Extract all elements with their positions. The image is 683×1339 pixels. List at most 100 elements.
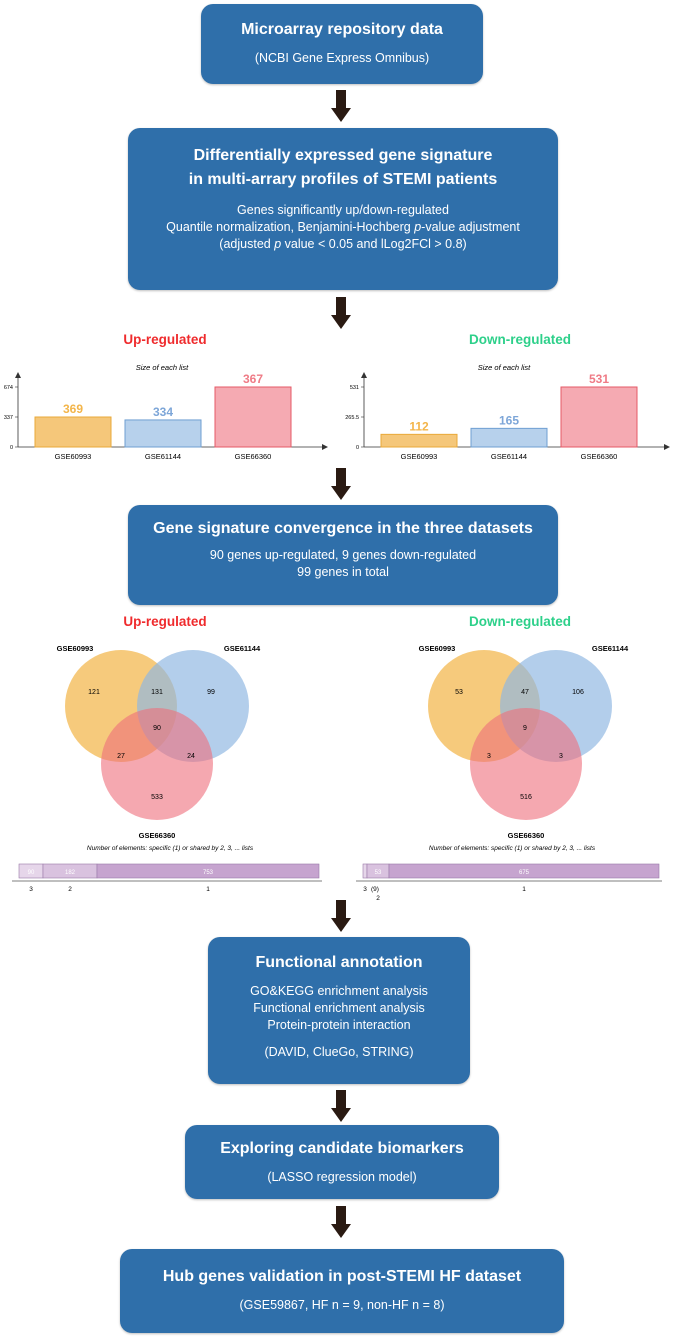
x-tick-label: GSE61144 [491,452,527,461]
down-regulated-header: Down-regulated [468,332,571,347]
y-tick-label: 337 [4,415,13,421]
y-tick-label: 674 [4,385,13,391]
box-line3-pre: (adjusted [219,237,275,251]
box-line1: GO&KEGG enrichment analysis [250,984,428,998]
venn-region-bc: 3 [559,753,563,760]
down-regulated-bar-chart: Size of each list 531 265.5 0 112 GSE60993 165… [345,363,670,461]
box-line2-post: -value adjustment [421,220,520,234]
x-axis-arrow-icon [664,444,670,450]
bar [34,416,112,448]
venn-set-a-label: GSE60993 [419,644,456,653]
venn-down-header: Down-regulated [468,614,571,629]
box-line4: (DAVID, ClueGo, STRING) [264,1045,414,1059]
deg-signature-box: Differentially expressed gene signature … [128,128,558,290]
elements-seg-1 [96,863,320,879]
functional-annotation-box: Functional annotation GO&KEGG enrichment… [208,937,470,1084]
hub-genes-validation-box: Hub genes validation in post-STEMI HF da… [120,1249,564,1333]
venn-region-b: 99 [207,689,215,696]
venn-region-abc: 90 [153,725,161,732]
box-title-line1: Differentially expressed gene signature [193,147,493,164]
box-line3: Protein-protein interaction [267,1018,411,1032]
venn-region-ab: 47 [521,689,529,696]
y-tick-label: 0 [10,445,13,451]
box-line2-pre: Quantile normalization, Benjamini-Hochbe… [166,220,415,234]
up-regulated-header: Up-regulated [123,332,207,347]
venn-region-a: 53 [455,689,463,696]
elements-bar-up: Number of elements: specific (1) or shar… [12,845,322,893]
box-line3-p: p [274,237,282,251]
elements-seg-1 [388,863,660,879]
bar [560,386,638,448]
venn-up-header: Up-regulated [123,614,207,629]
bar-value-label: 165 [499,413,519,427]
x-tick-label: GSE60993 [401,452,438,461]
box-title: Exploring candidate biomarkers [220,1140,464,1157]
elements-tick-1: 1 [522,886,526,893]
bar [380,433,458,448]
y-tick-label: 265.5 [345,415,359,421]
elements-tick-3: 3 [363,886,367,893]
venn-region-ac: 27 [117,753,125,760]
elements-tick-3: 3 [29,886,33,893]
box-title: Gene signature convergence in the three … [153,520,533,537]
venn-region-ac: 3 [487,753,491,760]
elements-tick-2: 2 [68,886,72,893]
box-line2-p: p [414,220,422,234]
venn-circles [428,650,612,820]
box-line2: Functional enrichment analysis [253,1001,425,1015]
y-axis-arrow-icon [361,372,367,378]
y-tick-label: 0 [356,445,359,451]
bar-value-label: 531 [589,372,609,386]
bar [214,386,292,448]
x-tick-label: GSE66360 [235,452,272,461]
venn-set-c-label: GSE66360 [139,831,176,840]
elements-bar-down: Number of elements: specific (1) or shar… [356,845,662,902]
bar-value-label: 334 [153,405,173,419]
venn-set-b-label: GSE61144 [224,644,261,653]
venn-set-b-label: GSE61144 [592,644,629,653]
elements-seg-2-label: 53 [375,870,382,876]
elements-tick-2: 2 [376,895,380,902]
elements-caption: Number of elements: specific (1) or shar… [429,845,596,852]
candidate-biomarkers-box: Exploring candidate biomarkers (LASSO re… [185,1125,499,1199]
elements-tick-1: 1 [206,886,210,893]
x-axis-arrow-icon [322,444,328,450]
venn-circles [65,650,249,820]
box-title: Functional annotation [255,954,423,971]
box-line3: (adjusted p value < 0.05 and lLog2FCl > … [128,236,558,253]
box-title: Hub genes validation in post-STEMI HF da… [162,1268,522,1285]
down-arrow-icon [331,1206,351,1238]
box-subtitle: (NCBI Gene Express Omnibus) [254,51,430,65]
down-arrow-icon [331,1090,351,1122]
box-title-line2: in multi-arrary profiles of STEMI patien… [188,171,498,188]
down-arrow-icon [331,900,351,932]
venn-region-c: 516 [520,794,532,801]
down-arrow-icon [331,90,351,122]
x-tick-label: GSE61144 [145,452,181,461]
microarray-repository-box: Microarray repository data (NCBI Gene Ex… [201,4,483,84]
venn-region-c: 533 [151,794,163,801]
down-arrow-icon [331,468,351,500]
venn-up: GSE60993 GSE61144 GSE66360 121 131 99 90… [57,644,261,840]
bar [124,419,202,448]
convergence-box: Gene signature convergence in the three … [128,505,558,605]
box-line1: Genes significantly up/down-regulated [237,203,449,217]
elements-seg-1-label: 753 [203,870,214,876]
venn-region-a: 121 [88,689,100,696]
venn-region-abc: 9 [523,725,527,732]
box-line2: 99 genes in total [297,565,389,579]
elements-tick-3-count: (9) [371,886,379,893]
venn-set-a-label: GSE60993 [57,644,94,653]
box-subtitle: (LASSO regression model) [267,1170,417,1184]
venn-region-ab: 131 [151,689,163,696]
venn-down: GSE60993 GSE61144 GSE66360 53 47 106 9 3… [419,644,629,840]
elements-seg-2-label: 182 [65,870,76,876]
y-axis-arrow-icon [15,372,21,378]
up-regulated-bar-chart: Size of each list 674 337 0 369 GSE60993 334 GS… [4,363,328,461]
box-line1: 90 genes up-regulated, 9 genes down-regu… [209,548,477,562]
venn-region-bc: 24 [187,753,195,760]
elements-seg-1-label: 675 [519,870,530,876]
bar-value-label: 369 [63,402,83,416]
down-arrow-icon [331,297,351,329]
bar [470,427,548,448]
